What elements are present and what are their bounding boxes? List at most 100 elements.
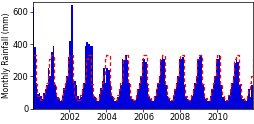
Bar <box>65 83 66 109</box>
Bar <box>157 83 158 109</box>
Bar <box>72 83 74 109</box>
Bar <box>101 81 103 109</box>
Bar <box>158 76 160 109</box>
Bar <box>203 97 204 109</box>
Bar <box>89 46 91 109</box>
Bar <box>36 83 37 109</box>
Bar <box>175 83 177 109</box>
Bar <box>85 46 86 109</box>
Bar <box>227 96 229 109</box>
Bar <box>204 99 206 109</box>
Bar <box>155 89 157 109</box>
Bar <box>66 76 68 109</box>
Bar <box>180 59 181 109</box>
Bar <box>39 93 40 109</box>
Bar <box>166 96 167 109</box>
Bar <box>146 85 148 109</box>
Bar <box>126 60 128 109</box>
Bar <box>221 97 223 109</box>
Bar <box>160 60 161 109</box>
Bar <box>246 96 247 109</box>
Bar <box>209 96 210 109</box>
Bar <box>152 101 154 109</box>
Bar <box>115 101 117 109</box>
Bar <box>161 57 163 109</box>
Bar <box>68 57 69 109</box>
Bar <box>106 68 108 109</box>
Bar <box>121 59 123 109</box>
Bar <box>177 76 178 109</box>
Bar <box>37 94 39 109</box>
Bar <box>98 94 100 109</box>
Bar <box>42 99 43 109</box>
Bar <box>238 85 240 109</box>
Bar <box>154 96 155 109</box>
Bar <box>51 52 52 109</box>
Bar <box>82 89 83 109</box>
Bar <box>118 91 120 109</box>
Bar <box>217 59 218 109</box>
Bar <box>100 88 101 109</box>
Bar <box>215 59 217 109</box>
Bar <box>52 46 54 109</box>
Bar <box>114 101 115 109</box>
Bar <box>141 62 143 109</box>
Bar <box>128 83 129 109</box>
Bar <box>183 85 184 109</box>
Bar <box>58 99 60 109</box>
Bar <box>252 104 253 109</box>
Bar <box>54 85 55 109</box>
Bar <box>224 101 226 109</box>
Bar <box>129 97 131 109</box>
Bar <box>83 83 85 109</box>
Bar <box>74 81 75 109</box>
Bar <box>111 96 112 109</box>
Bar <box>108 70 109 109</box>
Bar <box>138 83 140 109</box>
Bar <box>109 83 111 109</box>
Bar <box>34 47 36 109</box>
Bar <box>164 85 166 109</box>
Bar <box>178 59 180 109</box>
Bar <box>103 68 105 109</box>
Bar <box>55 96 57 109</box>
Bar <box>95 99 97 109</box>
Bar <box>148 96 149 109</box>
Bar <box>236 62 238 109</box>
Bar <box>140 76 141 109</box>
Bar <box>134 101 135 109</box>
Bar <box>170 101 172 109</box>
Bar <box>77 96 78 109</box>
Bar <box>190 96 192 109</box>
Bar <box>229 89 230 109</box>
Bar <box>233 63 235 109</box>
Bar <box>135 96 137 109</box>
Bar <box>214 76 215 109</box>
Bar <box>184 96 186 109</box>
Bar <box>181 57 183 109</box>
Bar <box>189 101 190 109</box>
Bar <box>124 55 126 109</box>
Bar <box>235 57 236 109</box>
Bar <box>249 97 250 109</box>
Bar <box>194 83 195 109</box>
Bar <box>88 44 89 109</box>
Bar <box>49 76 51 109</box>
Bar <box>201 85 203 109</box>
Bar <box>75 85 77 109</box>
Bar <box>173 89 175 109</box>
Bar <box>145 62 146 109</box>
Bar <box>40 96 42 109</box>
Bar <box>92 97 94 109</box>
Bar <box>86 43 88 109</box>
Bar <box>210 89 212 109</box>
Bar <box>169 101 170 109</box>
Bar <box>218 55 220 109</box>
Bar <box>212 83 214 109</box>
Bar <box>198 57 200 109</box>
Bar <box>78 99 80 109</box>
Bar <box>132 101 134 109</box>
Bar <box>63 88 65 109</box>
Bar <box>206 101 207 109</box>
Bar <box>223 99 224 109</box>
